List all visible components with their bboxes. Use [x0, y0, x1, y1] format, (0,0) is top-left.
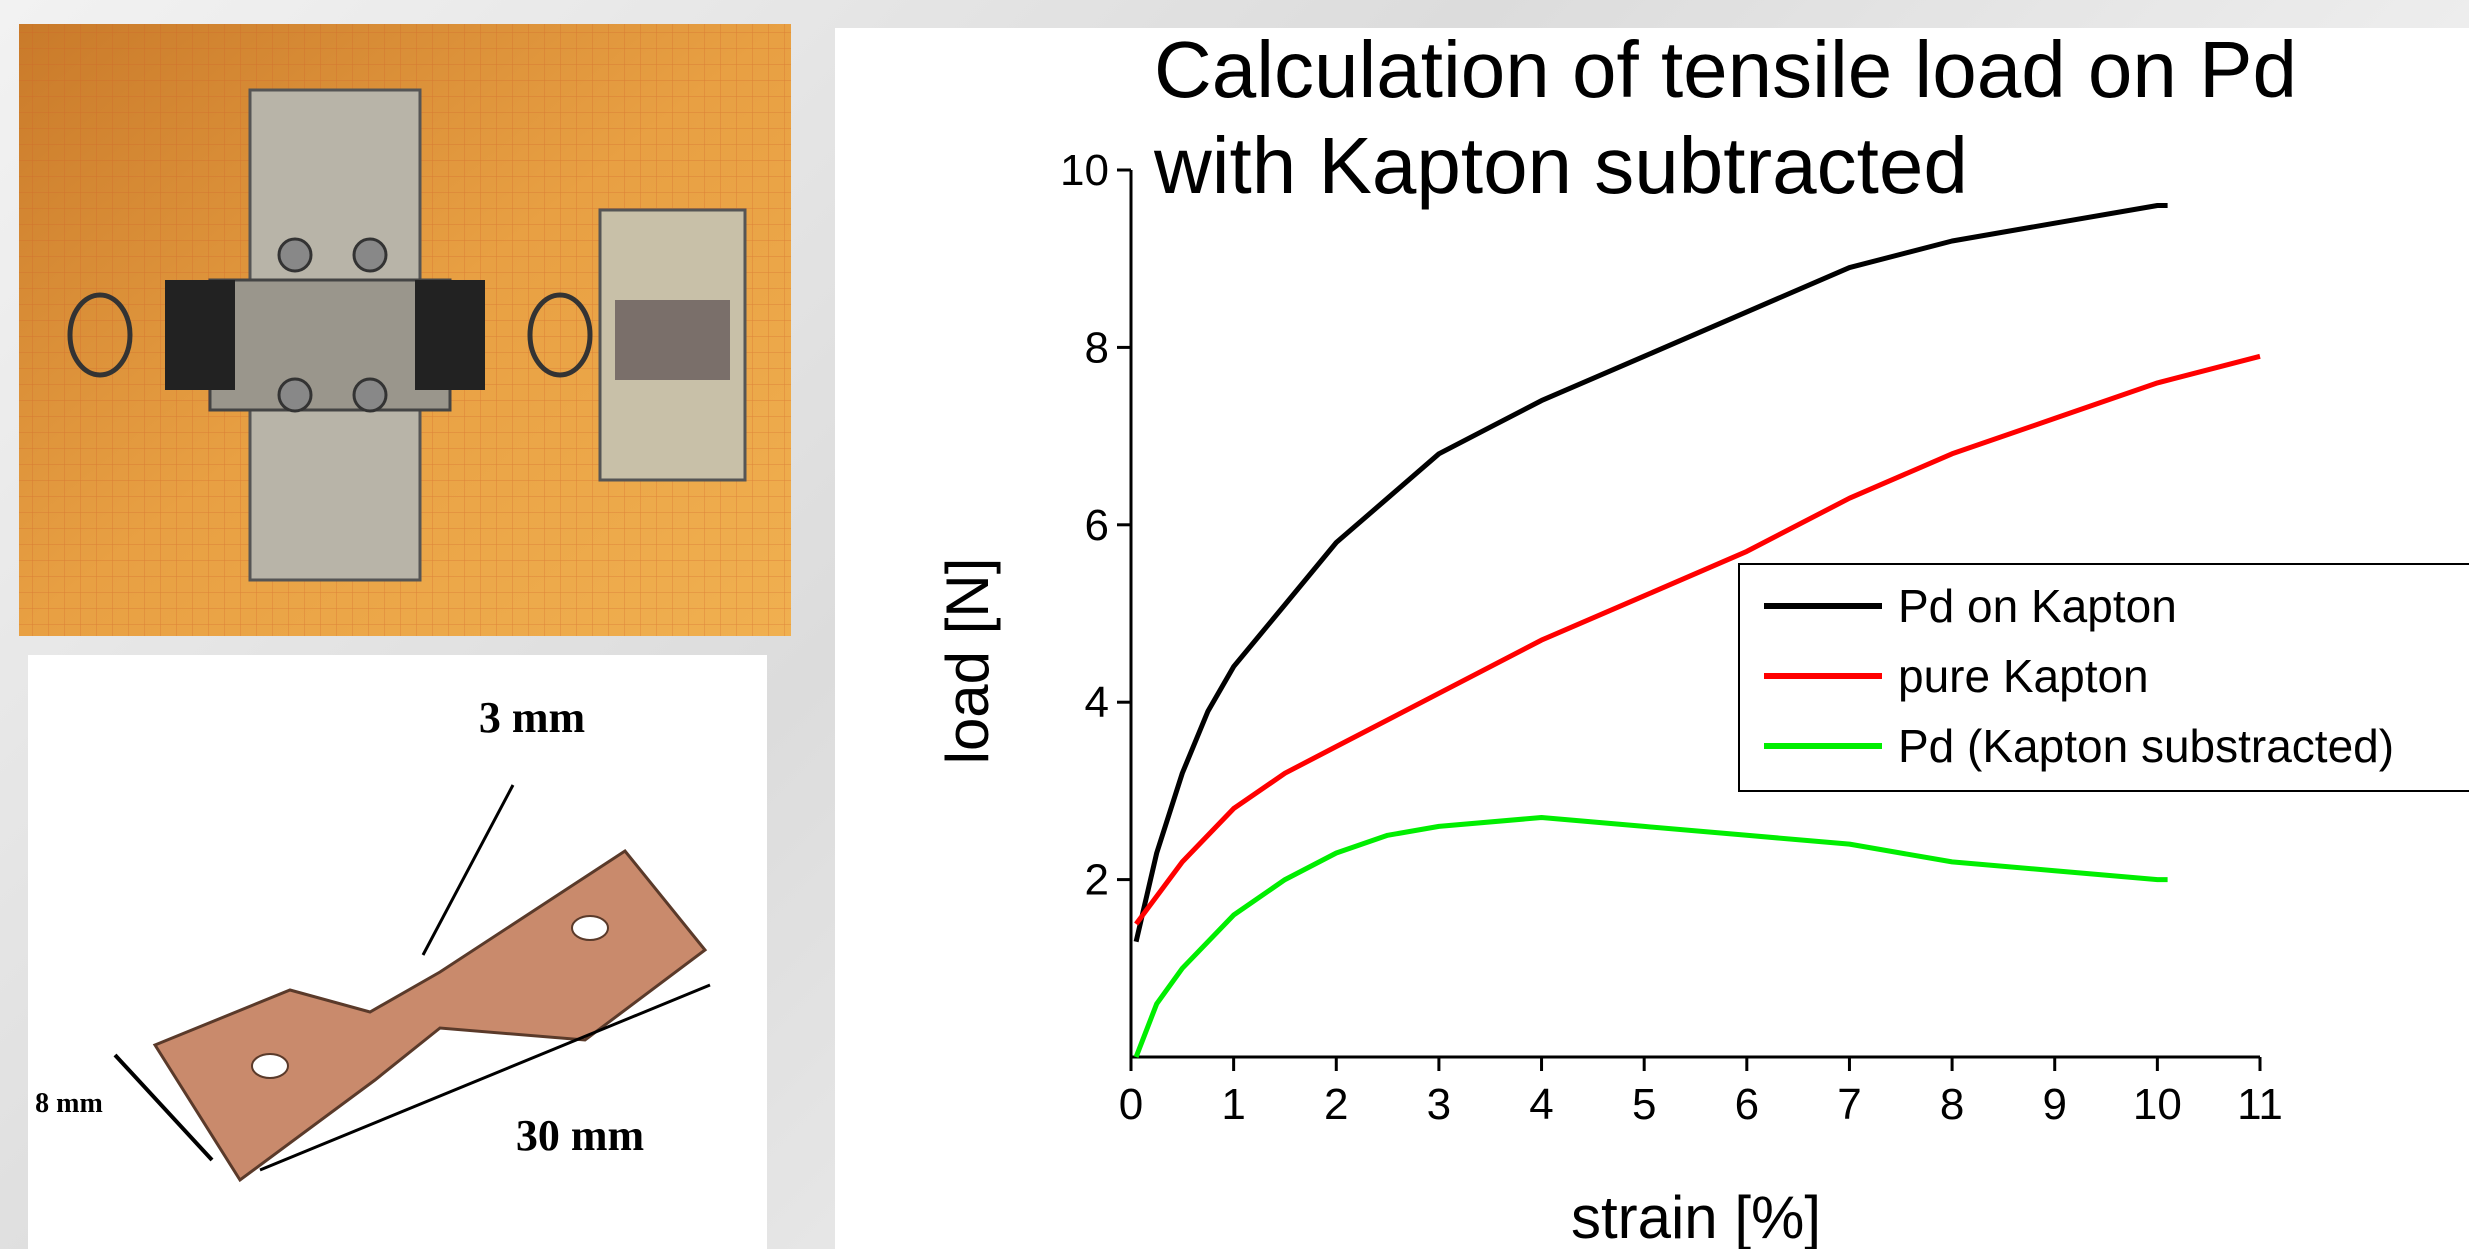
x-tick-label: 1 — [1221, 1080, 1245, 1129]
x-tick-label: 11 — [2237, 1080, 2283, 1129]
y-tick-label: 6 — [1085, 501, 1109, 550]
x-tick-label: 10 — [2133, 1080, 2182, 1129]
x-tick-label: 9 — [2042, 1080, 2066, 1129]
y-tick-label: 4 — [1085, 678, 1109, 727]
legend-label: Pd on Kapton — [1898, 580, 2177, 632]
data-line — [1134, 353, 2261, 926]
x-tick-label: 4 — [1529, 1080, 1553, 1129]
data-line — [1133, 203, 2168, 943]
specimen-diagram: 3 mm 8 mm 30 mm — [28, 655, 767, 1249]
chart-title: Calculation of tensile load on Pd with K… — [1154, 25, 2297, 210]
y-tick-label: 8 — [1085, 323, 1109, 372]
x-tick-label: 6 — [1735, 1080, 1759, 1129]
x-tick-label: 2 — [1324, 1080, 1348, 1129]
chart: 0 1 2 3 4 5 6 7 8 9 10 11 2 4 6 8 10 strain [%] load [N] Pd… — [934, 146, 2469, 1249]
diagram-label: 30 mm — [516, 1111, 644, 1160]
x-tick-label: 5 — [1632, 1080, 1656, 1129]
data-line — [1133, 815, 2168, 1058]
diagram-label: 8 mm — [35, 1088, 103, 1119]
y-tick-label: 2 — [1085, 856, 1109, 905]
y-tick-label: 10 — [1060, 146, 1109, 195]
x-tick-label: 8 — [1940, 1080, 1964, 1129]
legend-label: pure Kapton — [1898, 650, 2149, 702]
legend-label: Pd (Kapton substracted) — [1898, 720, 2394, 772]
photo — [19, 24, 791, 636]
x-tick-label: 0 — [1119, 1080, 1143, 1129]
diagram-label: 3 mm — [479, 693, 585, 742]
x-tick-label: 7 — [1837, 1080, 1861, 1129]
y-axis-label: load [N] — [934, 558, 1001, 765]
x-tick-label: 3 — [1427, 1080, 1451, 1129]
x-axis-label: strain [%] — [1571, 1184, 1821, 1249]
